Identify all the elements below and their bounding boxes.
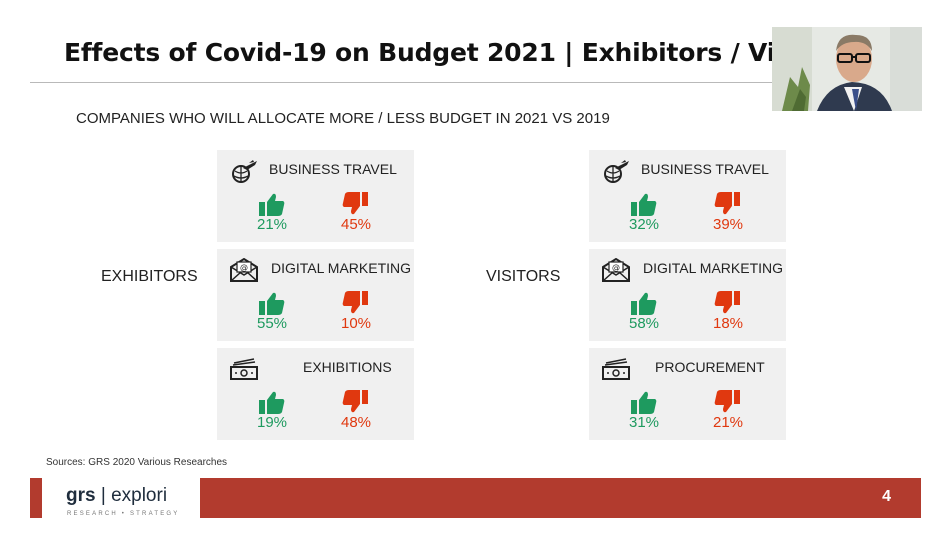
footer-accent-stripe bbox=[30, 478, 42, 518]
card-title: BUSINESS TRAVEL bbox=[269, 161, 397, 177]
logo-wordmark: grs | explori bbox=[66, 485, 167, 507]
thumbs-down-icon bbox=[342, 390, 368, 413]
thumbs-down-icon bbox=[342, 192, 368, 215]
less-budget-percent: 48% bbox=[340, 414, 372, 431]
email-at-icon: @ bbox=[230, 258, 258, 282]
visitors-card-digital-marketing: @ DIGITAL MARKETING 58% 18% bbox=[589, 249, 786, 341]
visitors-card-business-travel: BUSINESS TRAVEL 32% 39% bbox=[589, 150, 786, 242]
thumbs-down-icon bbox=[714, 192, 740, 215]
presenter-webcam-video bbox=[772, 27, 922, 111]
visitors-card-procurement: PROCUREMENT 31% 21% bbox=[589, 348, 786, 440]
thumbs-up-icon bbox=[259, 292, 285, 315]
svg-text:@: @ bbox=[240, 263, 248, 272]
exhibitors-card-exhibitions: EXHIBITIONS 19% 48% bbox=[217, 348, 414, 440]
thumbs-down-icon bbox=[342, 291, 368, 314]
grs-explori-logo: grs | explori RESEARCH • STRATEGY bbox=[66, 485, 196, 519]
more-budget-percent: 55% bbox=[256, 315, 288, 332]
sources-note: Sources: GRS 2020 Various Researches bbox=[46, 457, 228, 468]
thumbs-up-icon bbox=[259, 391, 285, 414]
more-budget-percent: 31% bbox=[628, 414, 660, 431]
slide-title: Effects of Covid-19 on Budget 2021 | Exh… bbox=[64, 38, 854, 67]
more-budget-percent: 21% bbox=[256, 216, 288, 233]
less-budget-percent: 18% bbox=[712, 315, 744, 332]
page-number: 4 bbox=[882, 488, 891, 505]
card-title: PROCUREMENT bbox=[655, 359, 765, 375]
money-bill-icon bbox=[230, 358, 258, 380]
more-budget-percent: 32% bbox=[628, 216, 660, 233]
footer-bar: 4 bbox=[200, 478, 921, 518]
logo-separator: | bbox=[100, 485, 106, 506]
more-budget-percent: 58% bbox=[628, 315, 660, 332]
thumbs-down-icon bbox=[714, 291, 740, 314]
airplane-globe-icon bbox=[232, 160, 257, 183]
thumbs-down-icon bbox=[714, 390, 740, 413]
thumbs-up-icon bbox=[259, 193, 285, 216]
logo-brand-right: explori bbox=[111, 485, 168, 506]
thumbs-up-icon bbox=[631, 292, 657, 315]
svg-text:@: @ bbox=[612, 263, 620, 272]
exhibitors-card-digital-marketing: @ DIGITAL MARKETING 55% 10% bbox=[217, 249, 414, 341]
less-budget-percent: 45% bbox=[340, 216, 372, 233]
card-title: BUSINESS TRAVEL bbox=[641, 161, 769, 177]
card-title: DIGITAL MARKETING bbox=[271, 260, 412, 276]
email-at-icon: @ bbox=[602, 258, 630, 282]
exhibitors-label: EXHIBITORS bbox=[101, 268, 198, 285]
logo-brand-left: grs bbox=[66, 485, 96, 506]
airplane-globe-icon bbox=[604, 160, 629, 183]
presenter-image bbox=[772, 27, 922, 111]
card-title: DIGITAL MARKETING bbox=[643, 260, 784, 276]
less-budget-percent: 21% bbox=[712, 414, 744, 431]
less-budget-percent: 10% bbox=[340, 315, 372, 332]
more-budget-percent: 19% bbox=[256, 414, 288, 431]
logo-tagline: RESEARCH • STRATEGY bbox=[67, 511, 180, 517]
exhibitors-card-business-travel: BUSINESS TRAVEL 21% 45% bbox=[217, 150, 414, 242]
money-bill-icon bbox=[602, 358, 630, 380]
thumbs-up-icon bbox=[631, 193, 657, 216]
card-title: EXHIBITIONS bbox=[303, 359, 392, 375]
chart-subtitle: COMPANIES WHO WILL ALLOCATE MORE / LESS … bbox=[76, 110, 610, 127]
thumbs-up-icon bbox=[631, 391, 657, 414]
visitors-label: VISITORS bbox=[486, 268, 561, 285]
title-divider bbox=[30, 82, 782, 83]
less-budget-percent: 39% bbox=[712, 216, 744, 233]
